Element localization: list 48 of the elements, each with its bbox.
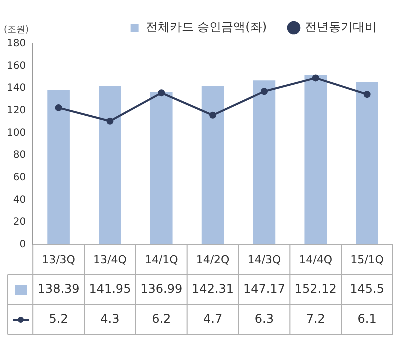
y-tick-label: 180 — [6, 38, 26, 50]
bar — [48, 90, 70, 245]
x-tick-label: 13/3Q — [42, 253, 76, 266]
y-axis-title: (조원) — [4, 25, 30, 36]
data-label: 142.31 — [192, 282, 234, 296]
point — [210, 112, 217, 119]
data-label: 138.39 — [38, 282, 80, 296]
x-tick-label: 14/2Q — [196, 253, 230, 266]
x-tick-label: 14/3Q — [248, 253, 282, 266]
y-tick-label: 140 — [6, 83, 26, 94]
data-label: 136.99 — [140, 282, 183, 296]
y-tick-label: 60 — [13, 172, 26, 184]
data-label: 141.95 — [89, 282, 132, 296]
bar — [304, 75, 328, 245]
bar — [150, 92, 173, 245]
x-tick-label: 13/4Q — [94, 253, 128, 266]
data-label: 6.3 — [254, 312, 274, 326]
point — [106, 118, 114, 125]
y-tick-label: 20 — [13, 217, 26, 228]
y-tick-label: 120 — [6, 106, 26, 117]
point — [55, 104, 62, 112]
data-label: 5.2 — [49, 312, 68, 326]
point — [364, 91, 371, 98]
point — [260, 88, 268, 96]
legend-label: 전년동기대비 — [305, 20, 377, 34]
data-label: 145.5 — [350, 282, 384, 296]
data-label: 4.7 — [203, 312, 223, 326]
y-tick-label: 160 — [6, 60, 26, 72]
point — [158, 90, 166, 97]
legend-label: 전체카드 승인금액(좌) — [146, 20, 268, 34]
data-label: 7.2 — [306, 312, 326, 326]
bar — [356, 82, 378, 245]
y-tick-label: 100 — [6, 128, 26, 139]
bar — [253, 80, 276, 245]
x-tick-label: 14/1Q — [144, 253, 179, 266]
point — [312, 74, 320, 82]
x-tick-label: 15/1Q — [350, 253, 384, 266]
data-label: 6.1 — [358, 312, 377, 326]
data-label: 147.17 — [243, 282, 286, 296]
y-tick-label: 40 — [13, 194, 26, 206]
y-tick-label: 80 — [13, 150, 26, 162]
data-label: 6.2 — [152, 312, 172, 326]
data-label: 152.12 — [294, 282, 337, 296]
bar — [202, 86, 224, 245]
y-tick-label: 0 — [20, 239, 26, 250]
x-tick-label: 14/4Q — [299, 253, 333, 266]
data-label: 4.3 — [100, 312, 120, 326]
bar — [99, 86, 122, 245]
